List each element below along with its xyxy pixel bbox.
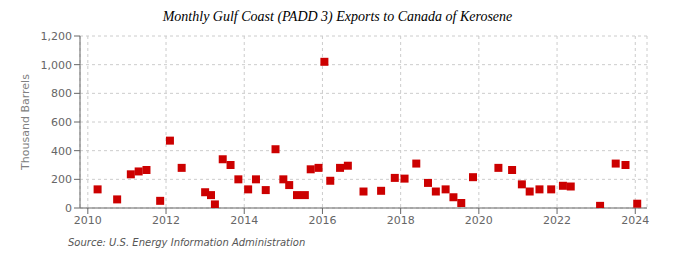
svg-text:2024: 2024: [621, 214, 649, 227]
svg-text:2020: 2020: [465, 214, 493, 227]
svg-text:2016: 2016: [308, 214, 336, 227]
html-text:Source: U.S. Energy Informatio: Source: U.S. Energy Information Administ…: [68, 237, 306, 248]
svg-text:2010: 2010: [74, 214, 102, 227]
svg-text:0: 0: [65, 202, 72, 215]
svg-text:2012: 2012: [152, 214, 180, 227]
svg-text:600: 600: [51, 116, 72, 129]
svg-text:2022: 2022: [543, 214, 571, 227]
html-text:Monthly Gulf Coast (PADD 3) Ex: Monthly Gulf Coast (PADD 3) Exports to C…: [162, 9, 513, 24]
svg-text:1,000: 1,000: [41, 59, 73, 72]
svg-text:1,200: 1,200: [41, 30, 73, 43]
svg-text:2014: 2014: [230, 214, 258, 227]
svg-text:200: 200: [51, 173, 72, 186]
svg-text:800: 800: [51, 87, 72, 100]
svg-text:2018: 2018: [387, 214, 415, 227]
svg-text:Thousand Barrels: Thousand Barrels: [19, 74, 32, 171]
svg-text:400: 400: [51, 145, 72, 158]
